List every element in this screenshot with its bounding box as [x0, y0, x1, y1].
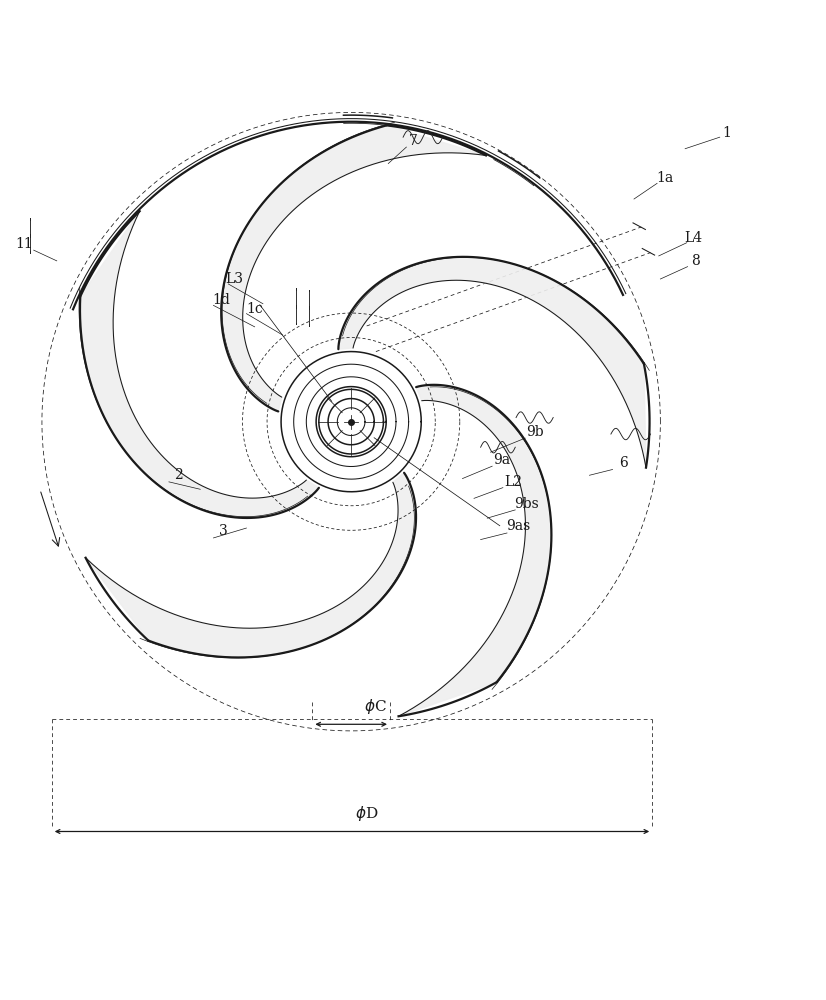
Text: 1d: 1d	[213, 293, 230, 307]
Text: 9b: 9b	[526, 425, 544, 439]
Text: 1: 1	[722, 126, 731, 140]
Text: 11: 11	[15, 237, 33, 251]
Text: L4: L4	[684, 231, 702, 245]
Text: 6: 6	[619, 456, 628, 470]
Text: 9a: 9a	[493, 453, 510, 467]
Text: L3: L3	[225, 272, 243, 286]
Text: 1a: 1a	[656, 171, 673, 185]
Polygon shape	[86, 473, 416, 657]
Text: $\phi$C: $\phi$C	[363, 697, 387, 716]
Polygon shape	[221, 125, 486, 411]
Text: 7: 7	[409, 134, 417, 148]
Polygon shape	[339, 257, 646, 468]
Text: L2: L2	[505, 475, 523, 489]
Text: 3: 3	[219, 524, 228, 538]
Polygon shape	[80, 211, 319, 518]
Text: 9bs: 9bs	[515, 497, 539, 511]
Text: 2: 2	[173, 468, 183, 482]
Text: 8: 8	[691, 254, 700, 268]
Text: $\phi$D: $\phi$D	[355, 804, 378, 823]
Text: 1c: 1c	[246, 302, 263, 316]
Text: 9as: 9as	[506, 519, 530, 533]
Polygon shape	[399, 385, 552, 716]
